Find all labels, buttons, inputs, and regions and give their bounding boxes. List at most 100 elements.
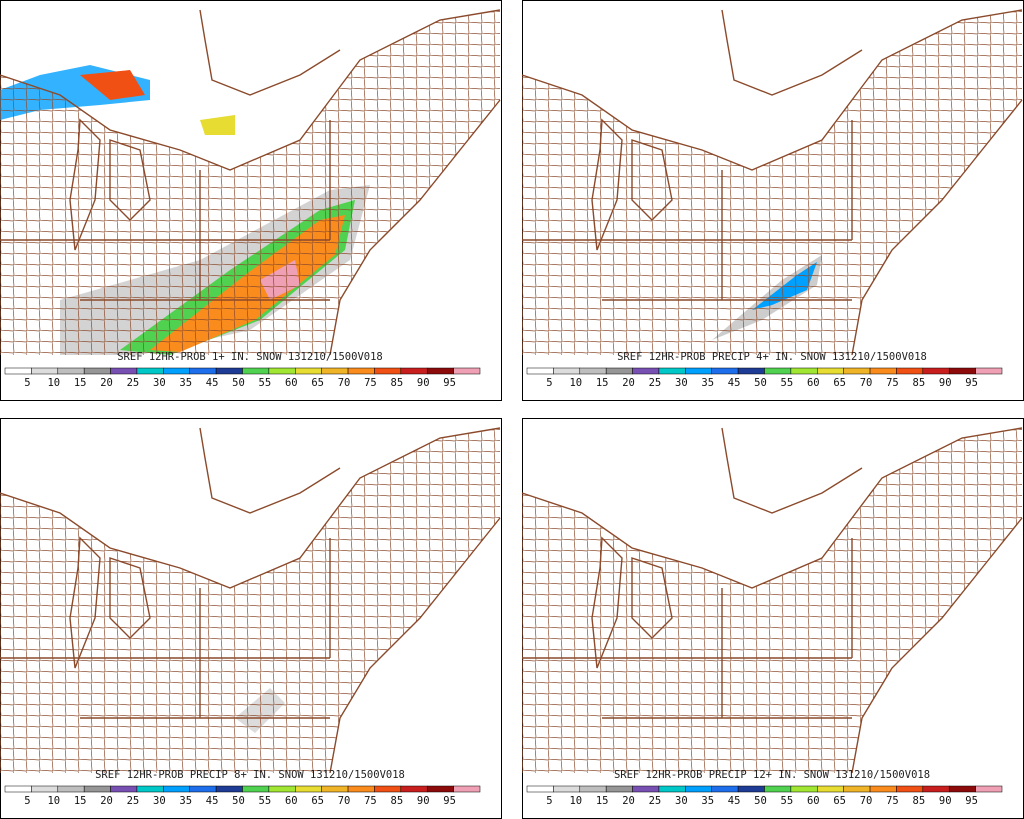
colorbar-label: 5 — [24, 795, 30, 807]
color-swatch — [31, 785, 59, 793]
colorbar-label: 10 — [569, 795, 582, 807]
colorbar-label: 55 — [259, 377, 272, 389]
color-swatch — [400, 785, 428, 793]
color-swatch — [31, 367, 59, 375]
colorbar-label: 10 — [47, 377, 60, 389]
colorbar-label: 75 — [886, 377, 899, 389]
color-swatch — [321, 367, 349, 375]
color-swatch — [685, 785, 712, 793]
color-swatch — [658, 785, 686, 793]
colorbar-label: 50 — [232, 377, 245, 389]
colorbar-label: 20 — [100, 795, 113, 807]
color-swatch — [948, 367, 976, 375]
color-swatch — [632, 367, 660, 375]
color-swatch — [189, 367, 217, 375]
colorbar-label: 70 — [338, 377, 351, 389]
color-swatch — [737, 785, 765, 793]
colorbar-label: 60 — [285, 795, 298, 807]
colorbar-label: 30 — [153, 795, 166, 807]
color-swatch — [163, 785, 190, 793]
color-swatch — [374, 367, 402, 375]
colorbar-label: 10 — [569, 377, 582, 389]
colorbar-label: 45 — [206, 795, 219, 807]
colorbar-label: 45 — [728, 795, 741, 807]
color-swatch — [922, 785, 950, 793]
color-swatch — [268, 367, 296, 375]
color-swatch — [110, 367, 138, 375]
colorbar-label: 30 — [675, 795, 688, 807]
colorbar-label: 90 — [939, 795, 952, 807]
color-swatch — [817, 367, 844, 375]
color-swatch — [896, 785, 924, 793]
colorbar-label: 5 — [546, 377, 552, 389]
colorbar-label: 75 — [886, 795, 899, 807]
colorbar-label: 15 — [596, 377, 609, 389]
color-swatch — [869, 785, 897, 793]
colorbar-label: 50 — [754, 377, 767, 389]
colorbar-label: 25 — [127, 795, 140, 807]
colorbar-label: 85 — [391, 795, 404, 807]
colorbar-label: 90 — [417, 795, 430, 807]
color-swatch — [605, 367, 633, 375]
color-swatch — [321, 785, 349, 793]
colorbar-label: 70 — [860, 795, 873, 807]
color-swatch — [975, 367, 1003, 375]
colorbar-label: 35 — [701, 377, 714, 389]
color-swatch — [426, 367, 454, 375]
colorbar-label: 65 — [833, 377, 846, 389]
color-swatch — [426, 785, 454, 793]
color-swatch — [83, 785, 111, 793]
color-swatch — [110, 785, 138, 793]
color-swatch — [764, 785, 792, 793]
color-swatch — [215, 367, 243, 375]
color-swatch — [83, 367, 111, 375]
color-swatch — [843, 785, 871, 793]
colorbar-label: 50 — [232, 795, 245, 807]
colorbar-label: 15 — [596, 795, 609, 807]
colorbar-label: 95 — [965, 795, 978, 807]
color-swatch — [189, 785, 217, 793]
colorbar-label: 15 — [74, 795, 87, 807]
colorbar-label: 55 — [259, 795, 272, 807]
colorbar-label: 30 — [675, 377, 688, 389]
color-swatch — [453, 785, 481, 793]
color-swatch — [843, 367, 871, 375]
color-swatch — [163, 367, 190, 375]
color-swatch — [57, 367, 85, 375]
color-swatch — [685, 367, 712, 375]
panel-title: SREF 12HR-PROB PRECIP 8+ IN. SNOW 131210… — [95, 769, 405, 781]
colorbar-label: 75 — [364, 377, 377, 389]
color-swatch — [896, 367, 924, 375]
color-swatch — [136, 367, 164, 375]
colorbar-label: 60 — [807, 377, 820, 389]
colorbar-label: 95 — [443, 795, 456, 807]
colorbar-label: 25 — [649, 377, 662, 389]
color-swatch — [4, 367, 32, 375]
colorbar: 5 10 15 20 25 30 35 45 50 55 60 65 70 75 85 90 95 — [526, 785, 1003, 807]
colorbar-label: 20 — [100, 377, 113, 389]
colorbar: 5 10 15 20 25 30 35 45 50 55 60 65 70 75 85 90 95 — [4, 367, 481, 389]
color-swatch — [4, 785, 32, 793]
colorbar-label: 30 — [153, 377, 166, 389]
colorbar-label: 70 — [860, 377, 873, 389]
panel: SREF 12HR-PROB PRECIP 8+ IN. SNOW 131210… — [0, 418, 502, 819]
colorbar-label: 85 — [913, 377, 926, 389]
colorbar-label: 45 — [206, 377, 219, 389]
colorbar-label: 25 — [127, 377, 140, 389]
color-swatch — [632, 785, 660, 793]
panel-title: SREF 12HR-PROB PRECIP 12+ IN. SNOW 13121… — [614, 769, 930, 781]
color-swatch — [400, 367, 428, 375]
color-swatch — [658, 367, 686, 375]
colorbar-label: 5 — [546, 795, 552, 807]
color-swatch — [579, 367, 607, 375]
colorbar-label: 45 — [728, 377, 741, 389]
color-swatch — [136, 785, 164, 793]
color-swatch — [374, 785, 402, 793]
colorbar-label: 75 — [364, 795, 377, 807]
colorbar: 5 10 15 20 25 30 35 45 50 55 60 65 70 75 85 90 95 — [4, 785, 481, 807]
color-swatch — [764, 367, 792, 375]
colorbar-label: 35 — [179, 795, 192, 807]
colorbar-label: 90 — [939, 377, 952, 389]
color-swatch — [553, 367, 581, 375]
